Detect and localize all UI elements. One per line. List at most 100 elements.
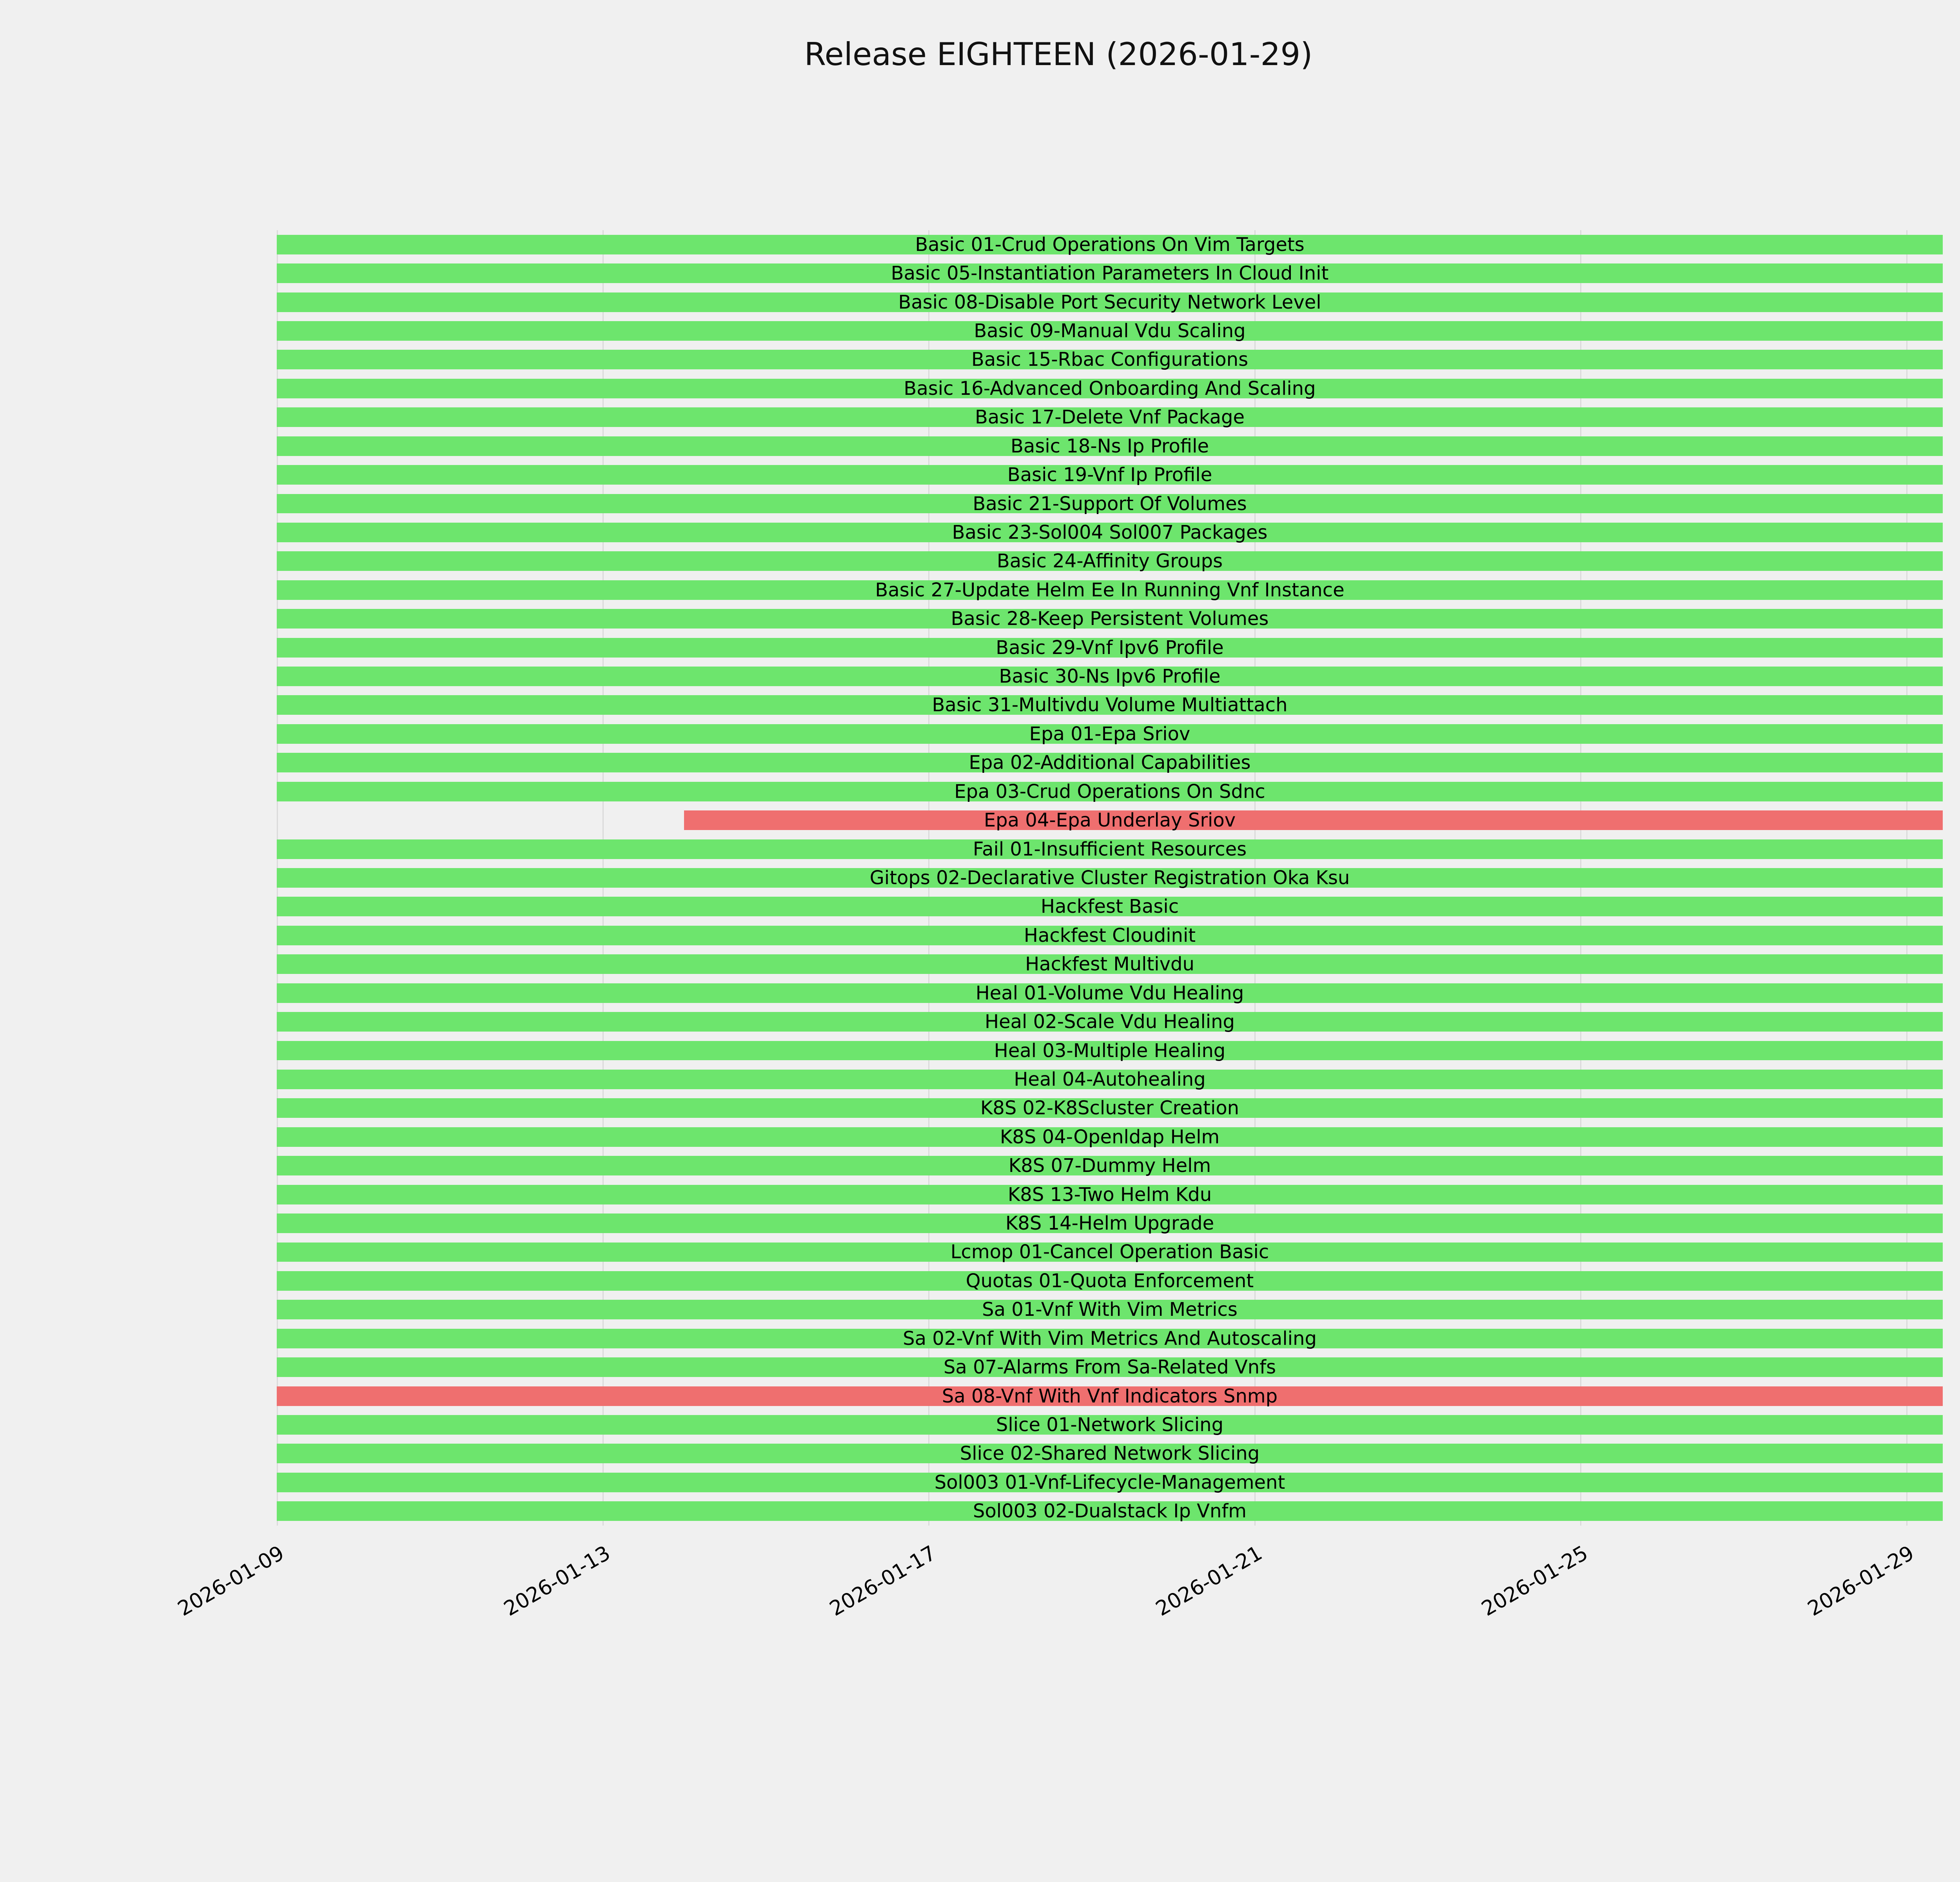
task-label: Sa 08-Vnf With Vnf Indicators Snmp	[942, 1385, 1278, 1407]
task-row: Sa 08-Vnf With Vnf Indicators Snmp	[260, 1382, 1959, 1410]
task-row: Epa 03-Crud Operations On Sdnc	[260, 777, 1959, 806]
task-label: Epa 04-Epa Underlay Sriov	[984, 809, 1236, 832]
gantt-bar	[276, 1271, 1943, 1291]
chart-title: Release EIGHTEEN (2026-01-29)	[804, 36, 1313, 73]
task-label: Heal 03-Multiple Healing	[994, 1039, 1226, 1062]
task-row: K8S 13-Two Helm Kdu	[260, 1180, 1959, 1209]
gantt-bar	[276, 234, 1943, 254]
x-tick-label: 2026-01-25	[1477, 1541, 1592, 1621]
gantt-bar	[276, 1472, 1943, 1492]
task-row: Sa 01-Vnf With Vim Metrics	[260, 1295, 1959, 1324]
gantt-bar	[276, 350, 1943, 370]
task-label: Sa 01-Vnf With Vim Metrics	[982, 1299, 1238, 1321]
x-axis: 2026-01-09 2026-01-13 2026-01-17 2026-01-21…	[174, 1531, 1959, 1696]
gantt-bar	[276, 839, 1943, 859]
task-row: Basic 05-Instantiation Parameters In Clo…	[260, 259, 1959, 287]
gantt-bar	[276, 292, 1943, 312]
gantt-bar	[276, 724, 1943, 744]
task-label: Sa 02-Vnf With Vim Metrics And Autoscali…	[903, 1327, 1317, 1350]
task-row: Heal 03-Multiple Healing	[260, 1036, 1959, 1065]
task-row: Basic 30-Ns Ipv6 Profile	[260, 662, 1959, 690]
x-tick-label: 2026-01-17	[826, 1541, 940, 1621]
task-label: Basic 15-Rbac Configurations	[971, 349, 1249, 371]
gantt-bar	[276, 1127, 1943, 1147]
task-label: Basic 31-Multivdu Volume Multiattach	[932, 694, 1288, 716]
task-label: Basic 16-Advanced Onboarding And Scaling	[904, 377, 1316, 400]
task-row: K8S 14-Helm Upgrade	[260, 1209, 1959, 1237]
task-label: Epa 01-Epa Sriov	[1029, 723, 1191, 745]
task-row: Hackfest Basic	[260, 892, 1959, 921]
task-label: Hackfest Cloudinit	[1024, 924, 1196, 946]
task-label: Basic 24-Affinity Groups	[996, 550, 1223, 572]
task-row: Sol003 02-Dualstack Ip Vnfm	[260, 1497, 1959, 1526]
gantt-bar	[276, 522, 1943, 542]
task-label: Sol003 02-Dualstack Ip Vnfm	[973, 1500, 1247, 1522]
gantt-bar	[276, 1300, 1943, 1320]
task-label: Basic 05-Instantiation Parameters In Clo…	[891, 262, 1329, 285]
x-tick-label: 2026-01-13	[500, 1541, 615, 1621]
gantt-bar	[276, 551, 1943, 571]
gantt-bar	[276, 925, 1943, 945]
task-label: K8S 07-Dummy Helm	[1008, 1155, 1211, 1177]
gantt-bar	[276, 695, 1943, 715]
gantt-bar	[276, 1012, 1943, 1032]
task-label: Gitops 02-Declarative Cluster Registrati…	[869, 867, 1350, 889]
gantt-bar	[276, 897, 1943, 917]
task-label: Basic 08-Disable Port Security Network L…	[898, 291, 1321, 313]
x-tick-label: 2026-01-21	[1152, 1541, 1266, 1621]
task-row: K8S 02-K8Scluster Creation	[260, 1094, 1959, 1123]
gantt-bar	[276, 494, 1943, 514]
gantt-bar	[684, 810, 1943, 830]
gantt-bar	[276, 321, 1943, 341]
task-row: Basic 16-Advanced Onboarding And Scaling	[260, 374, 1959, 403]
task-row: Slice 01-Network Slicing	[260, 1410, 1959, 1439]
task-label: K8S 13-Two Helm Kdu	[1007, 1183, 1212, 1206]
task-row: Basic 27-Update Helm Ee In Running Vnf I…	[260, 576, 1959, 604]
task-row: Gitops 02-Declarative Cluster Registrati…	[260, 863, 1959, 892]
gantt-bar	[276, 1156, 1943, 1176]
gantt-bar	[276, 1242, 1943, 1262]
gantt-bar	[276, 1069, 1943, 1089]
gantt-bar	[276, 1213, 1943, 1233]
task-row: Epa 02-Additional Capabilities	[260, 748, 1959, 777]
task-row: Basic 01-Crud Operations On Vim Targets	[260, 230, 1959, 259]
task-label: Sa 07-Alarms From Sa-Related Vnfs	[943, 1356, 1276, 1379]
task-label: Epa 03-Crud Operations On Sdnc	[954, 780, 1265, 803]
task-label: Slice 02-Shared Network Slicing	[960, 1442, 1260, 1465]
task-label: Slice 01-Network Slicing	[996, 1414, 1224, 1436]
gantt-bar	[276, 1041, 1943, 1061]
task-row: Heal 02-Scale Vdu Healing	[260, 1007, 1959, 1036]
gantt-bar	[276, 407, 1943, 427]
task-row: Epa 04-Epa Underlay Sriov	[260, 806, 1959, 834]
gantt-bar	[276, 1328, 1943, 1348]
task-label: Epa 02-Additional Capabilities	[969, 752, 1251, 774]
task-label: Quotas 01-Quota Enforcement	[965, 1270, 1254, 1292]
task-row: Basic 09-Manual Vdu Scaling	[260, 316, 1959, 345]
gantt-bar	[276, 638, 1943, 658]
task-row: Basic 28-Keep Persistent Volumes	[260, 604, 1959, 633]
gantt-bar	[276, 1386, 1943, 1406]
task-label: K8S 14-Helm Upgrade	[1005, 1212, 1214, 1235]
gantt-bar	[276, 781, 1943, 801]
task-label: Basic 28-Keep Persistent Volumes	[951, 608, 1269, 630]
gantt-bar	[276, 983, 1943, 1003]
task-label: Basic 01-Crud Operations On Vim Targets	[915, 233, 1305, 256]
x-tick-label: 2026-01-29	[1804, 1541, 1918, 1621]
task-row: Heal 01-Volume Vdu Healing	[260, 979, 1959, 1007]
task-row: Epa 01-Epa Sriov	[260, 719, 1959, 748]
task-label: K8S 02-K8Scluster Creation	[980, 1097, 1240, 1119]
gantt-bar	[276, 1184, 1943, 1204]
gantt-bar	[276, 753, 1943, 773]
task-row: Hackfest Multivdu	[260, 950, 1959, 979]
task-row: Sa 02-Vnf With Vim Metrics And Autoscali…	[260, 1324, 1959, 1353]
task-row: Basic 21-Support Of Volumes	[260, 489, 1959, 518]
task-label: Fail 01-Insufficient Resources	[973, 838, 1247, 860]
task-row: Basic 17-Delete Vnf Package	[260, 403, 1959, 432]
task-label: Sol003 01-Vnf-Lifecycle-Management	[934, 1471, 1285, 1493]
gantt-bar	[276, 1098, 1943, 1118]
task-row: Basic 29-Vnf Ipv6 Profile	[260, 633, 1959, 662]
gantt-bar	[276, 436, 1943, 456]
task-row: Basic 18-Ns Ip Profile	[260, 432, 1959, 460]
task-row: Basic 31-Multivdu Volume Multiattach	[260, 691, 1959, 719]
task-label: Heal 04-Autohealing	[1014, 1068, 1206, 1090]
